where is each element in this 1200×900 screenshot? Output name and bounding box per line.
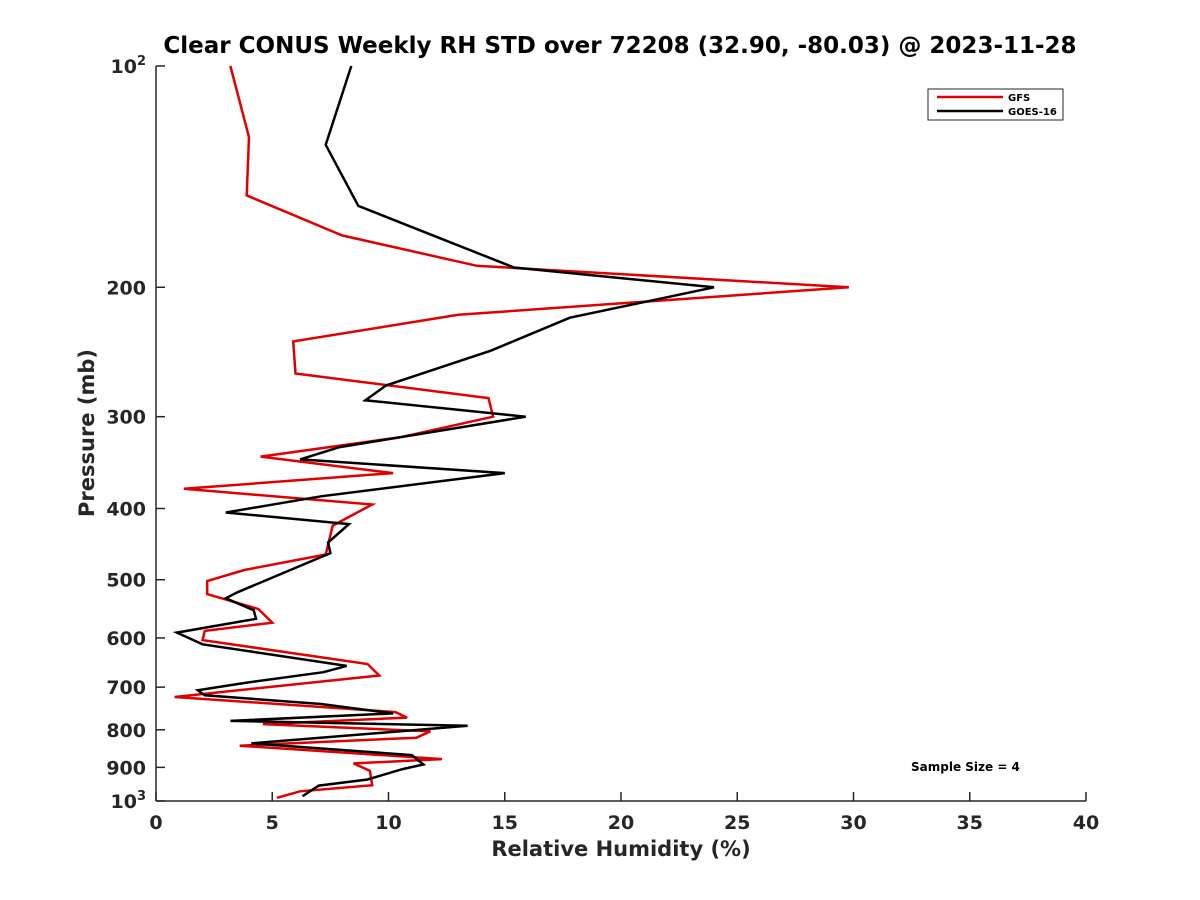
y-tick-label: 500 (106, 570, 146, 592)
y-tick-label: 600 (106, 628, 146, 650)
x-tick-label: 10 (375, 812, 401, 834)
x-tick-label: 35 (957, 812, 983, 834)
series-line-gfs (174, 65, 849, 800)
legend: GFS GOES-16 (927, 88, 1064, 121)
legend-box (927, 88, 1064, 121)
x-axis-label: Relative Humidity (%) (491, 837, 750, 861)
y-tick-label: 800 (106, 720, 146, 742)
y-tick-label: 900 (106, 757, 146, 779)
legend-label-gfs: GFS (1008, 93, 1030, 104)
plot-axes (155, 66, 1086, 802)
y-tick-label: 200 (106, 277, 146, 299)
y-tick-label: 102 (111, 54, 147, 78)
y-tick-label: 103 (111, 789, 147, 813)
sample-size-annotation: Sample Size = 4 (911, 760, 1020, 774)
x-tick-label: 25 (724, 812, 750, 834)
series-line-goes-16 (172, 65, 715, 798)
x-axis-ticks: 0 5 10 15 20 25 30 35 40 (149, 792, 1099, 834)
x-tick-label: 40 (1073, 812, 1099, 834)
legend-label-goes16: GOES-16 (1008, 107, 1057, 118)
x-tick-label: 5 (266, 812, 279, 834)
chart-title: Clear CONUS Weekly RH STD over 72208 (32… (163, 33, 1076, 59)
y-axis-label: Pressure (mb) (75, 349, 99, 517)
x-tick-label: 0 (149, 812, 162, 834)
y-tick-label: 400 (106, 499, 146, 521)
x-tick-label: 20 (608, 812, 634, 834)
y-tick-label: 700 (106, 677, 146, 699)
x-tick-label: 30 (840, 812, 866, 834)
x-tick-label: 15 (492, 812, 518, 834)
y-tick-label: 300 (106, 407, 146, 429)
y-axis-ticks: 102 200 300 400 500 600 700 800 900 103 (106, 54, 165, 813)
data-series (172, 65, 849, 800)
